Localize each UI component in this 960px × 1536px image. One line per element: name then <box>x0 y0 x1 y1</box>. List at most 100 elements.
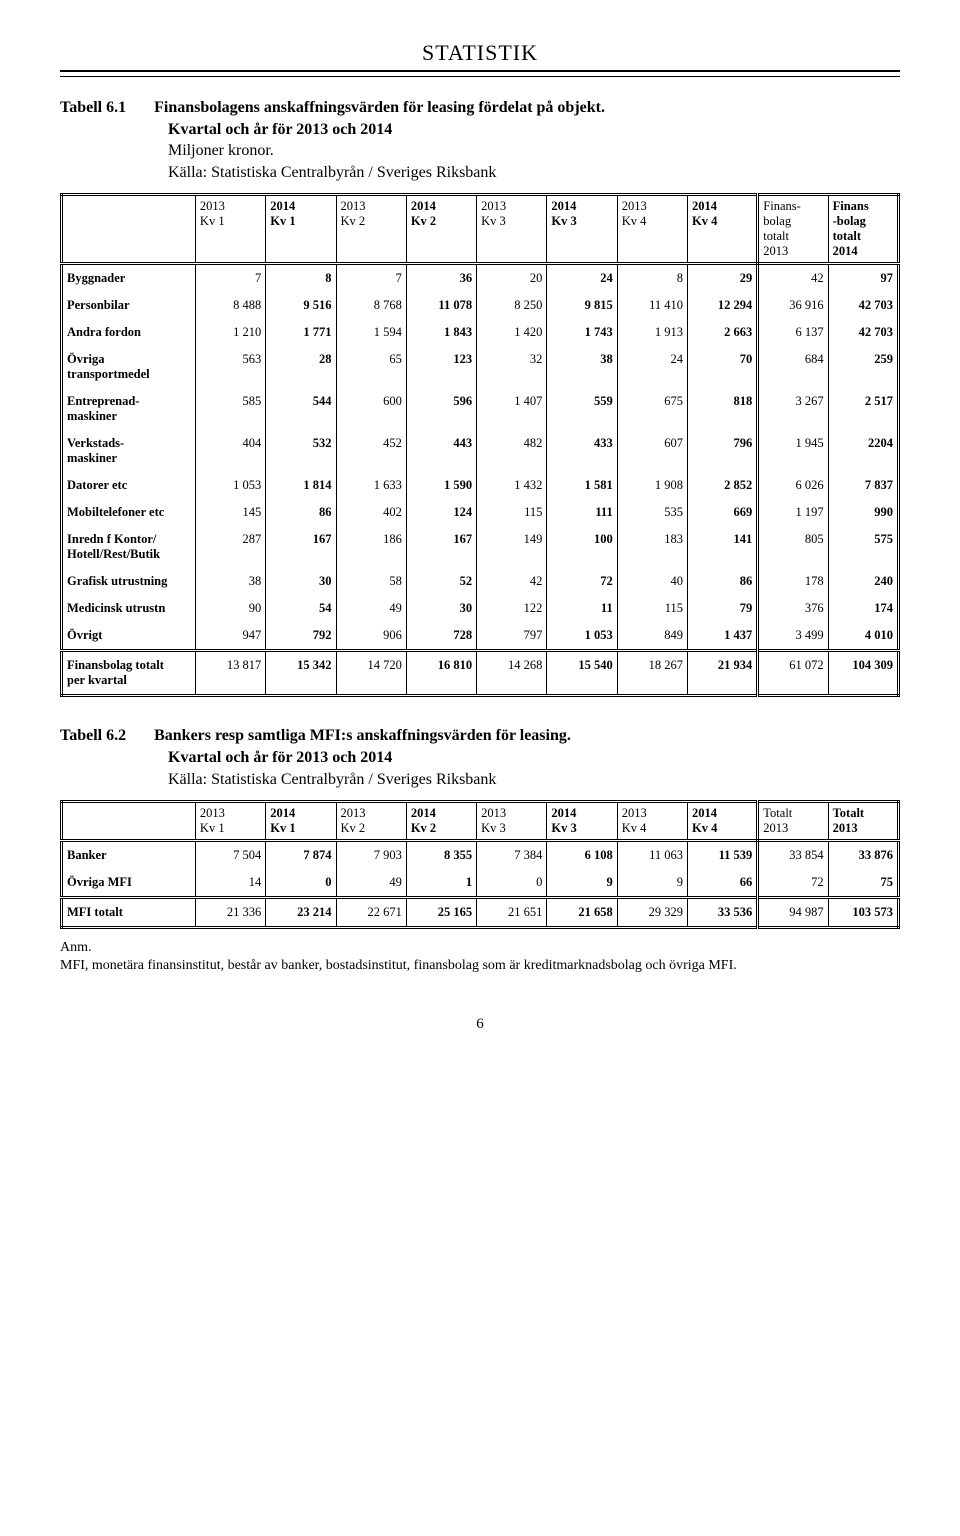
cell: 111 <box>547 499 617 526</box>
table61-sub3: Källa: Statistiska Centralbyrån / Sverig… <box>168 162 900 184</box>
cell: 124 <box>406 499 476 526</box>
cell: 575 <box>828 526 898 568</box>
table-row: Entreprenad-maskiner5855446005961 407559… <box>62 388 899 430</box>
cell: 7 504 <box>195 841 265 870</box>
cell: 7 <box>195 264 265 293</box>
totals-cell: 94 987 <box>758 898 828 928</box>
col-header <box>62 195 196 264</box>
cell: 0 <box>266 869 336 898</box>
cell: 8 <box>617 264 687 293</box>
cell: 1 771 <box>266 319 336 346</box>
cell: 86 <box>266 499 336 526</box>
col-header: 2013Kv 3 <box>477 802 547 841</box>
cell: 796 <box>688 430 758 472</box>
totals-label: Finansbolag totaltper kvartal <box>62 651 196 696</box>
cell: 86 <box>688 568 758 595</box>
totals-cell: 18 267 <box>617 651 687 696</box>
table-row: Verkstads-maskiner4045324524434824336077… <box>62 430 899 472</box>
totals-cell: 61 072 <box>758 651 828 696</box>
cell: 72 <box>547 568 617 595</box>
cell: 376 <box>758 595 828 622</box>
row-label: Övrigt <box>62 622 196 651</box>
cell: 1 053 <box>195 472 265 499</box>
col-header: 2013Kv 4 <box>617 195 687 264</box>
cell: 792 <box>266 622 336 651</box>
table62-label: Tabell 6.2 <box>60 727 126 744</box>
cell: 33 876 <box>828 841 898 870</box>
cell: 8 768 <box>336 292 406 319</box>
cell: 49 <box>336 595 406 622</box>
cell: 58 <box>336 568 406 595</box>
cell: 66 <box>688 869 758 898</box>
table62: 2013Kv 12014Kv 12013Kv 22014Kv 22013Kv 3… <box>60 800 900 929</box>
totals-cell: 33 536 <box>688 898 758 928</box>
cell: 443 <box>406 430 476 472</box>
col-header: 2013Kv 2 <box>336 195 406 264</box>
cell: 585 <box>195 388 265 430</box>
cell: 9 516 <box>266 292 336 319</box>
col-header: 2013Kv 4 <box>617 802 687 841</box>
cell: 75 <box>828 869 898 898</box>
cell: 6 108 <box>547 841 617 870</box>
cell: 669 <box>688 499 758 526</box>
footnote-text: MFI, monetära finansinstitut, består av … <box>60 958 737 973</box>
col-header: 2013Kv 1 <box>195 195 265 264</box>
col-header: 2013Kv 2 <box>336 802 406 841</box>
cell: 42 <box>477 568 547 595</box>
cell: 79 <box>688 595 758 622</box>
cell: 115 <box>617 595 687 622</box>
totals-cell: 29 329 <box>617 898 687 928</box>
cell: 38 <box>547 346 617 388</box>
totals-cell: 16 810 <box>406 651 476 696</box>
row-label: Byggnader <box>62 264 196 293</box>
cell: 141 <box>688 526 758 568</box>
totals-cell: 103 573 <box>828 898 898 928</box>
table61-title: Finansbolagens anskaffningsvärden för le… <box>154 99 605 116</box>
cell: 1 843 <box>406 319 476 346</box>
col-header <box>62 802 196 841</box>
cell: 42 <box>758 264 828 293</box>
col-header: 2014Kv 3 <box>547 195 617 264</box>
cell: 11 <box>547 595 617 622</box>
table-row: Övrigt9477929067287971 0538491 4373 4994… <box>62 622 899 651</box>
cell: 1 210 <box>195 319 265 346</box>
cell: 167 <box>406 526 476 568</box>
cell: 535 <box>617 499 687 526</box>
col-header: Totalt2013 <box>828 802 898 841</box>
cell: 1 590 <box>406 472 476 499</box>
cell: 145 <box>195 499 265 526</box>
cell: 38 <box>195 568 265 595</box>
totals-cell: 25 165 <box>406 898 476 928</box>
cell: 2 517 <box>828 388 898 430</box>
table-row: Personbilar8 4889 5168 76811 0788 2509 8… <box>62 292 899 319</box>
table-row: Inredn f Kontor/Hotell/Rest/Butik2871671… <box>62 526 899 568</box>
cell: 4 010 <box>828 622 898 651</box>
cell: 1 913 <box>617 319 687 346</box>
totals-cell: 15 540 <box>547 651 617 696</box>
cell: 675 <box>617 388 687 430</box>
cell: 402 <box>336 499 406 526</box>
cell: 240 <box>828 568 898 595</box>
cell: 906 <box>336 622 406 651</box>
totals-row: MFI totalt21 33623 21422 67125 16521 651… <box>62 898 899 928</box>
cell: 8 355 <box>406 841 476 870</box>
cell: 49 <box>336 869 406 898</box>
cell: 947 <box>195 622 265 651</box>
cell: 14 <box>195 869 265 898</box>
cell: 42 703 <box>828 292 898 319</box>
cell: 8 250 <box>477 292 547 319</box>
cell: 178 <box>758 568 828 595</box>
cell: 9 <box>617 869 687 898</box>
cell: 42 703 <box>828 319 898 346</box>
col-header: 2014Kv 2 <box>406 802 476 841</box>
cell: 1 581 <box>547 472 617 499</box>
cell: 563 <box>195 346 265 388</box>
page-header: STATISTIK <box>60 40 900 66</box>
cell: 596 <box>406 388 476 430</box>
table61-label: Tabell 6.1 <box>60 99 126 116</box>
totals-cell: 21 658 <box>547 898 617 928</box>
cell: 7 837 <box>828 472 898 499</box>
cell: 9 815 <box>547 292 617 319</box>
cell: 559 <box>547 388 617 430</box>
table62-title: Bankers resp samtliga MFI:s anskaffnings… <box>154 727 571 744</box>
